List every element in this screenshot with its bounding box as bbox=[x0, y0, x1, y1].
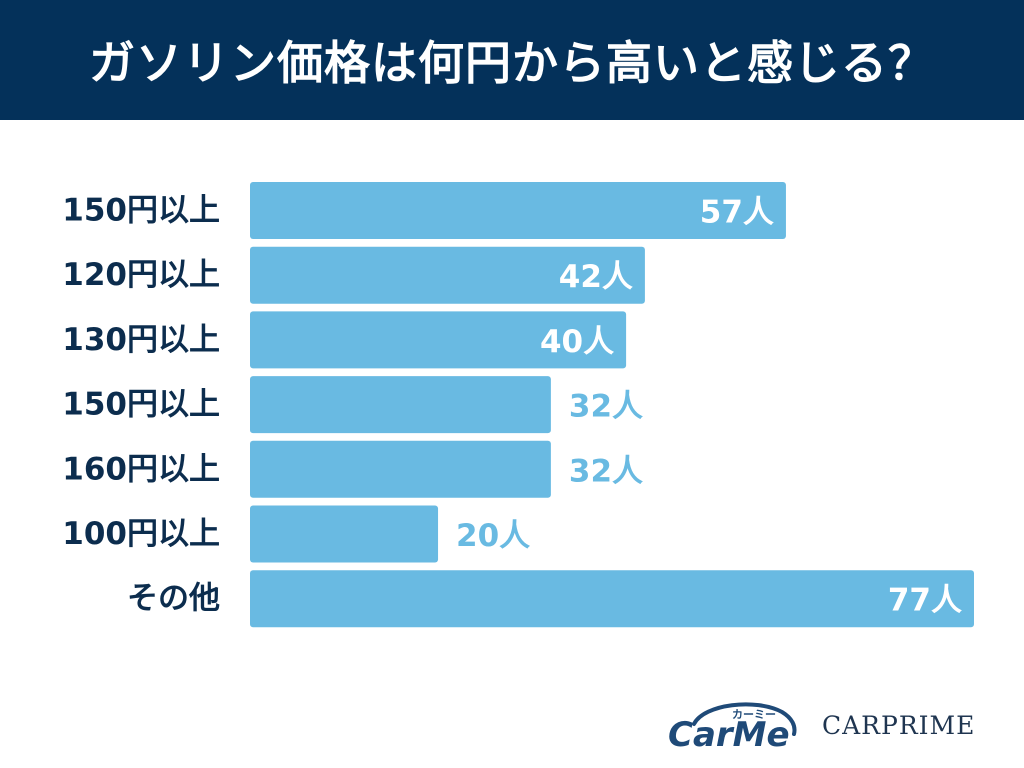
bar bbox=[250, 311, 627, 369]
bar bbox=[250, 246, 645, 304]
value-label: 20人 bbox=[456, 518, 530, 554]
value-label: 32人 bbox=[569, 453, 643, 489]
value-label: 42人 bbox=[559, 259, 633, 295]
category-label: 130円以上 bbox=[62, 322, 220, 358]
category-label: 160円以上 bbox=[62, 451, 220, 487]
value-label: 77人 bbox=[888, 583, 962, 619]
value-label: 57人 bbox=[700, 195, 774, 231]
bar bbox=[250, 505, 439, 563]
bar bbox=[250, 570, 974, 628]
chart-header: ガソリン価格は何円から高いと感じる？ bbox=[0, 0, 1024, 120]
value-label: 32人 bbox=[569, 389, 643, 425]
category-label: その他 bbox=[127, 581, 220, 617]
category-label: 100円以上 bbox=[62, 516, 220, 552]
bar bbox=[250, 440, 551, 498]
carme-kana: カーミー bbox=[732, 708, 776, 721]
category-label: 150円以上 bbox=[62, 387, 220, 423]
carme-logo: カーミー CarMe bbox=[668, 702, 797, 752]
chart-title: ガソリン価格は何円から高いと感じる？ bbox=[89, 36, 935, 90]
bar bbox=[250, 376, 551, 434]
value-label: 40人 bbox=[540, 324, 614, 360]
carme-wordmark: CarMe bbox=[668, 715, 790, 752]
bar bbox=[250, 182, 786, 239]
carprime-logo: CARPRIME bbox=[822, 711, 976, 740]
category-label: 150円以上 bbox=[62, 193, 220, 229]
category-label: 120円以上 bbox=[62, 257, 220, 293]
